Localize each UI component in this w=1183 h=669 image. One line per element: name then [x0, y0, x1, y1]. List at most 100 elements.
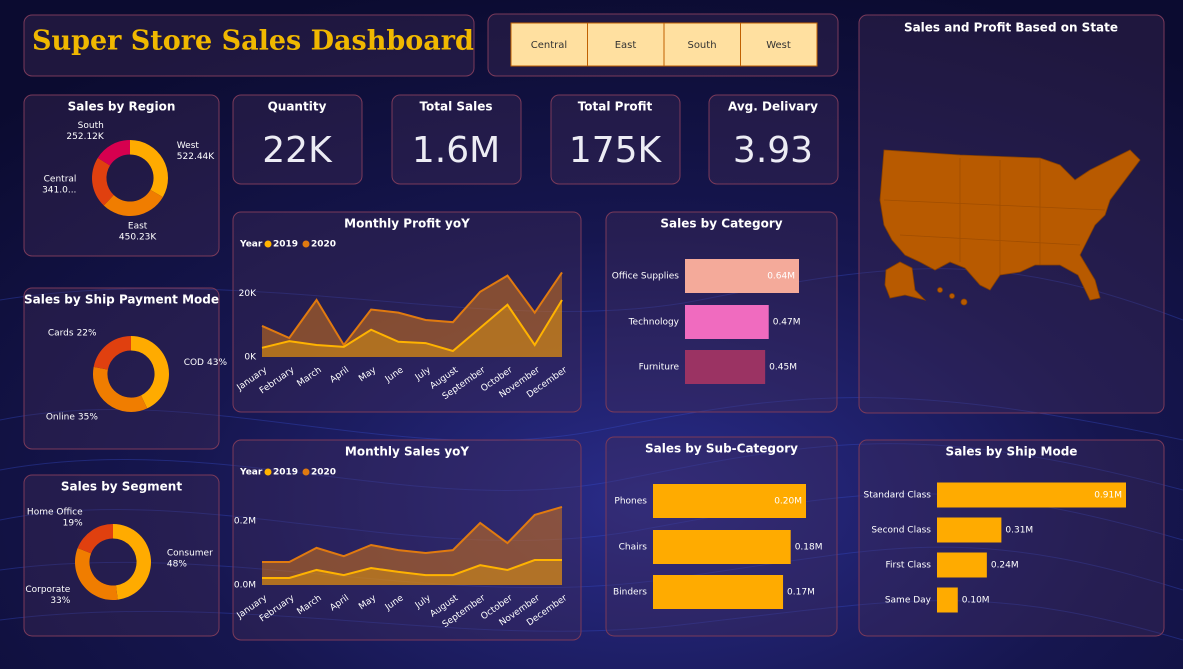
slice-category: Consumer: [167, 548, 213, 558]
value-label: 0.20M: [774, 497, 802, 507]
kpi-card: [391, 94, 522, 185]
legend-swatch: [264, 468, 272, 476]
legend-swatch: [302, 468, 310, 476]
chart-title: Sales by Sub-Category: [645, 442, 798, 456]
slice-label: Central 341.0...: [42, 174, 76, 195]
chart-panel: [23, 474, 220, 637]
slice-label: South 252.12K: [66, 120, 104, 141]
slice-value: 19%: [63, 518, 83, 528]
chart-panel: [232, 439, 582, 641]
line: [262, 559, 562, 579]
category-label: Standard Class: [864, 491, 932, 501]
kpi-value: 22K: [262, 130, 333, 171]
donut-slice: [130, 140, 168, 198]
donut-slice: [93, 336, 131, 370]
slice-category: South: [78, 120, 104, 130]
slice-category: Corporate: [25, 585, 70, 595]
slice-label: Consumer 48%: [167, 548, 213, 569]
slicer-label[interactable]: Central: [531, 40, 567, 51]
slice-value: 33%: [50, 596, 70, 606]
slicer-button[interactable]: [587, 22, 665, 67]
chart-panel: [232, 211, 582, 413]
area: [262, 272, 562, 357]
bar: [653, 575, 784, 609]
slice-value: 450.23K: [119, 232, 157, 242]
category-label: First Class: [886, 561, 932, 571]
slice-category: West: [177, 141, 200, 151]
bar: [653, 484, 806, 518]
y-tick-label: 0.2M: [234, 517, 256, 527]
kpi-label: Avg. Delivary: [728, 100, 818, 114]
donut-slice: [93, 366, 148, 412]
slice-value: 48%: [167, 559, 187, 569]
line: [261, 299, 563, 353]
value-label: 0.45M: [769, 363, 797, 373]
chart-title: Sales by Ship Mode: [946, 445, 1078, 459]
bar: [937, 482, 1126, 508]
chart-title: Sales by Ship Payment Mode: [24, 293, 219, 307]
chart-panel: [23, 94, 220, 257]
chart-title: Monthly Profit yoY: [344, 217, 470, 231]
chart-title: Sales by Category: [660, 217, 782, 231]
slicer-label[interactable]: West: [766, 40, 791, 51]
category-label: Binders: [613, 588, 647, 598]
donut-slice: [91, 157, 114, 206]
slicer-button[interactable]: [510, 22, 588, 67]
slice-category: Central: [44, 174, 77, 184]
legend-label: 2020: [311, 468, 336, 478]
value-label: 0.18M: [795, 543, 823, 553]
category-label: Technology: [628, 318, 680, 328]
donut-slice: [131, 336, 169, 409]
slice-value: 522.44K: [177, 152, 215, 162]
chart-panel: [23, 287, 220, 450]
value-label: 0.17M: [787, 588, 815, 598]
bar: [685, 350, 766, 384]
y-tick-label: 0K: [244, 353, 257, 363]
value-label: 0.10M: [962, 596, 990, 606]
slice-category: Cards: [48, 328, 74, 338]
chart-title: Monthly Sales yoY: [345, 445, 470, 459]
slicer-button[interactable]: [740, 22, 818, 67]
us-map: [879, 149, 1141, 306]
chart-title: Sales by Segment: [61, 480, 182, 494]
legend-swatch: [302, 240, 310, 248]
slice-category: Online: [46, 412, 75, 422]
kpi-value: 1.6M: [412, 130, 500, 171]
donut-slice: [103, 189, 163, 216]
legend-label: 2020: [311, 240, 336, 250]
category-label: Phones: [614, 497, 647, 507]
y-tick-label: 0.0M: [234, 581, 256, 591]
slice-label: East 450.23K: [119, 221, 157, 242]
legend-title: Year: [239, 240, 263, 250]
kpi-card: [232, 94, 363, 185]
bar: [937, 517, 1002, 543]
legend-label: 2019: [273, 468, 298, 478]
legend-label: 2019: [273, 240, 298, 250]
slicer-label[interactable]: South: [687, 40, 716, 51]
slice-category: COD: [184, 358, 204, 368]
legend-swatch: [264, 240, 272, 248]
area: [262, 300, 562, 357]
map-title: Sales and Profit Based on State: [904, 21, 1118, 35]
slice-value: 35%: [78, 412, 98, 422]
kpi-label: Total Profit: [578, 100, 653, 114]
slicer-label[interactable]: East: [615, 40, 637, 51]
bar: [685, 305, 769, 339]
value-label: 0.91M: [1094, 491, 1122, 501]
slice-label: Corporate 33%: [25, 585, 70, 606]
donut-slice: [97, 140, 130, 166]
category-label: Same Day: [885, 596, 932, 606]
kpi-card: [550, 94, 681, 185]
slice-value: 22%: [77, 328, 97, 338]
line: [261, 271, 563, 347]
bar: [685, 259, 799, 293]
slice-value: 252.12K: [66, 131, 104, 141]
slice-label: West 522.44K: [177, 141, 215, 162]
kpi-value: 3.93: [733, 130, 813, 171]
kpi-label: Total Sales: [419, 100, 492, 114]
slice-category: East: [128, 221, 148, 231]
line: [262, 505, 563, 563]
area: [262, 560, 562, 585]
